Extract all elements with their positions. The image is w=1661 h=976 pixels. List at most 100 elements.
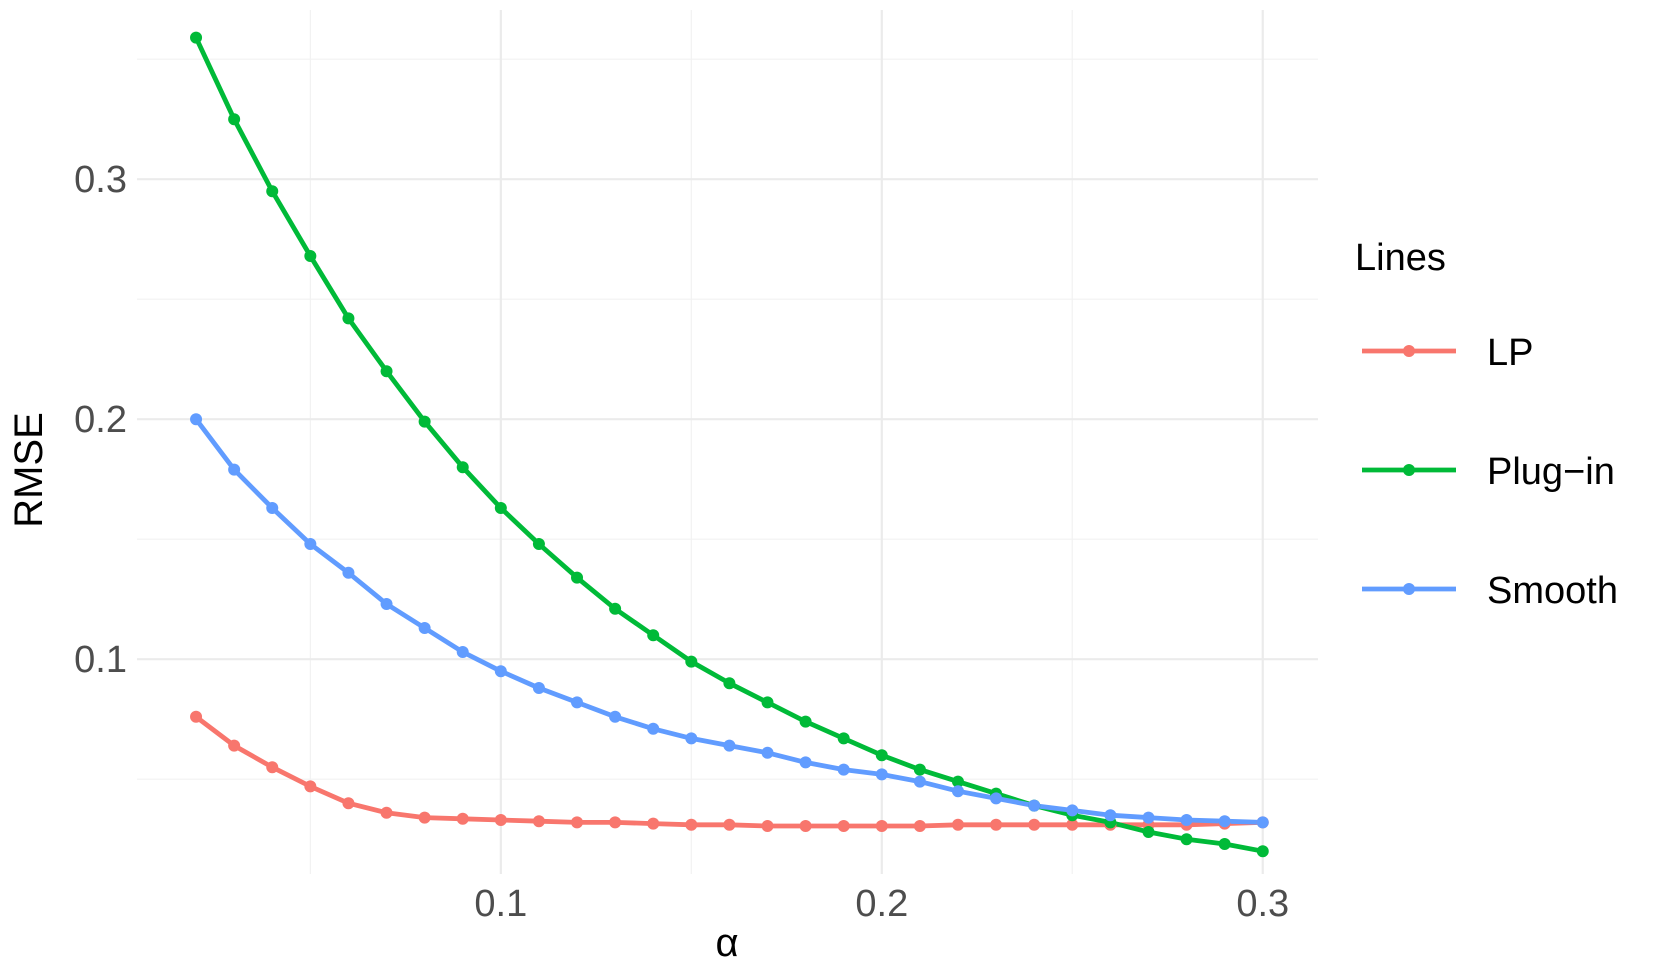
data-point-smooth <box>228 463 241 476</box>
data-point-plug-in <box>532 538 545 550</box>
data-point-smooth <box>1028 799 1041 812</box>
data-point-plug-in <box>190 31 203 44</box>
data-point-plug-in <box>1142 826 1155 838</box>
x-tick-label: 0.3 <box>1236 883 1289 925</box>
data-point-lp <box>875 820 888 832</box>
data-point-smooth <box>456 646 469 658</box>
legend-label: Smooth <box>1487 570 1618 612</box>
data-point-lp <box>609 816 622 829</box>
data-point-smooth <box>1142 811 1155 824</box>
data-point-smooth <box>532 682 545 694</box>
data-point-lp <box>380 806 393 819</box>
data-point-lp <box>799 820 812 832</box>
data-point-plug-in <box>761 696 774 709</box>
series-lines <box>193 35 1266 854</box>
data-point-plug-in <box>913 763 926 776</box>
data-point-plug-in <box>685 655 698 668</box>
grid <box>137 10 1318 874</box>
data-point-smooth <box>761 746 774 759</box>
data-point-lp <box>532 815 545 828</box>
data-point-smooth <box>951 785 964 798</box>
data-point-plug-in <box>266 185 279 198</box>
data-point-lp <box>647 817 660 830</box>
y-axis-title: RMSE <box>7 412 51 528</box>
data-point-plug-in <box>609 602 622 615</box>
data-point-lp <box>990 818 1003 831</box>
data-point-lp <box>228 739 241 752</box>
data-point-lp <box>456 812 469 825</box>
data-point-smooth <box>304 538 317 550</box>
x-axis-title: α <box>715 921 738 965</box>
series-line-smooth <box>193 416 1266 825</box>
data-point-smooth <box>1180 814 1193 826</box>
data-point-lp <box>342 797 355 810</box>
series-line-lp <box>193 714 1266 829</box>
data-point-smooth <box>609 710 622 723</box>
data-point-smooth <box>990 792 1003 805</box>
data-point-smooth <box>1104 809 1117 822</box>
data-point-plug-in <box>304 250 317 262</box>
y-tick-labels: 0.1 0.2 0.3 <box>74 159 127 681</box>
data-point-smooth <box>571 696 584 709</box>
y-tick-label: 0.3 <box>74 159 127 201</box>
data-point-lp <box>951 818 964 831</box>
data-point-smooth <box>418 622 431 634</box>
data-point-plug-in <box>228 113 241 126</box>
data-point-plug-in <box>380 365 393 378</box>
data-point-smooth <box>837 763 850 776</box>
data-point-plug-in <box>1180 833 1193 846</box>
data-point-smooth <box>342 566 355 579</box>
legend-item-plug-in: Plug−in <box>1362 451 1615 493</box>
data-point-lp <box>1066 818 1079 831</box>
data-point-smooth <box>723 739 736 752</box>
legend-item-smooth: Smooth <box>1362 570 1618 612</box>
data-point-lp <box>837 820 850 832</box>
data-point-plug-in <box>837 732 850 745</box>
data-point-plug-in <box>571 571 584 584</box>
data-point-plug-in <box>875 749 888 762</box>
data-point-smooth <box>913 775 926 788</box>
x-tick-label: 0.2 <box>855 883 908 925</box>
legend-label: LP <box>1487 332 1533 374</box>
data-point-plug-in <box>418 415 431 428</box>
y-tick-label: 0.1 <box>74 639 127 681</box>
data-point-lp <box>723 818 736 831</box>
data-point-plug-in <box>951 775 964 788</box>
data-point-lp <box>685 818 698 831</box>
data-point-smooth <box>875 768 888 781</box>
legend-title: Lines <box>1355 237 1446 279</box>
legend-key-point <box>1403 464 1415 476</box>
data-point-plug-in <box>1218 838 1231 850</box>
x-tick-label: 0.1 <box>474 883 527 925</box>
series-points <box>190 31 1269 858</box>
legend-key-point <box>1403 345 1415 357</box>
data-point-plug-in <box>799 715 812 728</box>
data-point-lp <box>418 811 431 824</box>
data-point-lp <box>571 816 584 829</box>
data-point-plug-in <box>647 629 660 642</box>
data-point-plug-in <box>494 502 507 514</box>
data-point-lp <box>190 710 203 723</box>
data-point-smooth <box>647 722 660 735</box>
legend-key-point <box>1403 583 1415 595</box>
data-point-smooth <box>380 598 393 610</box>
data-point-smooth <box>1066 804 1079 817</box>
data-point-plug-in <box>1256 845 1269 858</box>
data-point-lp <box>761 820 774 832</box>
y-tick-label: 0.2 <box>74 399 127 441</box>
data-point-lp <box>494 814 507 826</box>
data-point-smooth <box>494 665 507 678</box>
data-point-smooth <box>1256 816 1269 829</box>
data-point-smooth <box>190 413 203 426</box>
series-line-plug-in <box>193 35 1266 854</box>
data-point-lp <box>913 820 926 832</box>
data-point-plug-in <box>456 461 469 474</box>
data-point-lp <box>266 761 279 774</box>
data-point-lp <box>1028 818 1041 831</box>
data-point-smooth <box>799 756 812 769</box>
data-point-plug-in <box>342 312 355 325</box>
x-tick-labels: 0.1 0.2 0.3 <box>474 883 1289 925</box>
legend-item-lp: LP <box>1362 332 1533 374</box>
data-point-smooth <box>685 732 698 745</box>
